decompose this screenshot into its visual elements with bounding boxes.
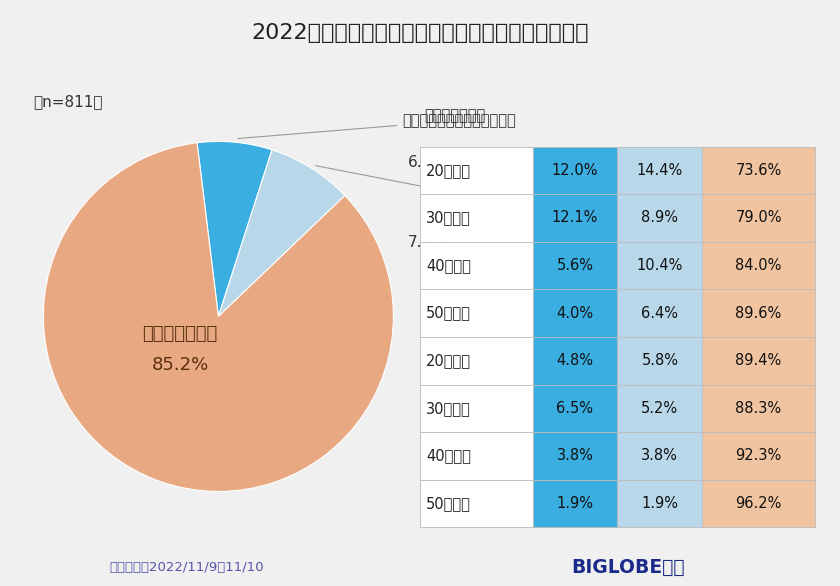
Bar	[533, 241, 617, 289]
Bar	[533, 337, 617, 384]
Text: 5.8%: 5.8%	[642, 353, 679, 368]
Text: 2022年の忘年会（職場・仕事関係）の予定があるか: 2022年の忘年会（職場・仕事関係）の予定があるか	[251, 23, 589, 43]
Text: 6.9%: 6.9%	[407, 155, 446, 170]
Text: BIGLOBE調べ: BIGLOBE調べ	[571, 558, 685, 577]
Bar	[702, 337, 815, 384]
Text: 5.2%: 5.2%	[641, 401, 679, 416]
Text: 88.3%: 88.3%	[736, 401, 781, 416]
Text: 92.3%: 92.3%	[735, 448, 782, 464]
Text: 調査期間：2022/11/9～11/10: 調査期間：2022/11/9～11/10	[109, 561, 264, 574]
Wedge shape	[197, 141, 272, 316]
Bar	[420, 337, 533, 384]
Text: 12.0%: 12.0%	[552, 163, 598, 178]
Text: 1.9%: 1.9%	[642, 496, 679, 511]
Text: 14.4%: 14.4%	[637, 163, 683, 178]
Bar	[617, 480, 702, 527]
Text: （n=811）: （n=811）	[34, 94, 103, 109]
Text: 73.6%: 73.6%	[735, 163, 782, 178]
Text: 8.9%: 8.9%	[642, 210, 679, 226]
Wedge shape	[44, 143, 393, 492]
Text: 40代女性: 40代女性	[426, 448, 470, 464]
Bar	[702, 241, 815, 289]
Bar	[533, 194, 617, 241]
Bar	[420, 241, 533, 289]
Text: 20代女性: 20代女性	[426, 353, 471, 368]
Text: 5.6%: 5.6%	[556, 258, 593, 273]
Bar	[702, 384, 815, 432]
Text: 3.8%: 3.8%	[557, 448, 593, 464]
Bar	[617, 194, 702, 241]
Text: ＜年代・性別＞: ＜年代・性別＞	[424, 108, 486, 124]
Bar	[702, 289, 815, 337]
Text: 30代男性: 30代男性	[426, 210, 470, 226]
Text: 日程は決まっていないが開催する予定: 日程は決まっていないが開催する予定	[316, 166, 580, 210]
Text: まだ予定はない: まだ予定はない	[142, 325, 218, 343]
Bar	[617, 384, 702, 432]
Bar	[420, 289, 533, 337]
Bar	[533, 432, 617, 480]
Text: 40代男性: 40代男性	[426, 258, 470, 273]
Bar	[420, 146, 533, 194]
Bar	[617, 241, 702, 289]
Bar	[420, 480, 533, 527]
Text: 4.8%: 4.8%	[556, 353, 593, 368]
Bar	[420, 194, 533, 241]
Text: 12.1%: 12.1%	[552, 210, 598, 226]
Bar	[702, 146, 815, 194]
Text: 10.4%: 10.4%	[637, 258, 683, 273]
Text: 1.9%: 1.9%	[556, 496, 593, 511]
Text: 20代男性: 20代男性	[426, 163, 471, 178]
Text: 3.8%: 3.8%	[642, 448, 678, 464]
Bar	[702, 194, 815, 241]
Text: 89.4%: 89.4%	[735, 353, 782, 368]
Text: すでに日程など決まっている: すでに日程など決まっている	[238, 113, 516, 138]
Bar	[617, 432, 702, 480]
Bar	[702, 432, 815, 480]
Bar	[617, 146, 702, 194]
Text: 96.2%: 96.2%	[735, 496, 782, 511]
Wedge shape	[218, 150, 345, 316]
Text: 79.0%: 79.0%	[735, 210, 782, 226]
Bar	[533, 289, 617, 337]
Text: 85.2%: 85.2%	[151, 356, 208, 374]
Bar	[420, 384, 533, 432]
Text: 30代女性: 30代女性	[426, 401, 470, 416]
Bar	[533, 146, 617, 194]
Bar	[617, 337, 702, 384]
Text: 6.5%: 6.5%	[556, 401, 593, 416]
Bar	[702, 480, 815, 527]
Bar	[533, 480, 617, 527]
Text: 4.0%: 4.0%	[556, 306, 594, 321]
Text: 89.6%: 89.6%	[735, 306, 782, 321]
Text: 7.9%: 7.9%	[407, 236, 446, 250]
Text: 50代男性: 50代男性	[426, 306, 470, 321]
Bar	[533, 384, 617, 432]
Bar	[617, 289, 702, 337]
Text: 6.4%: 6.4%	[642, 306, 679, 321]
Bar	[420, 432, 533, 480]
Text: 84.0%: 84.0%	[735, 258, 782, 273]
Text: 50代女性: 50代女性	[426, 496, 470, 511]
